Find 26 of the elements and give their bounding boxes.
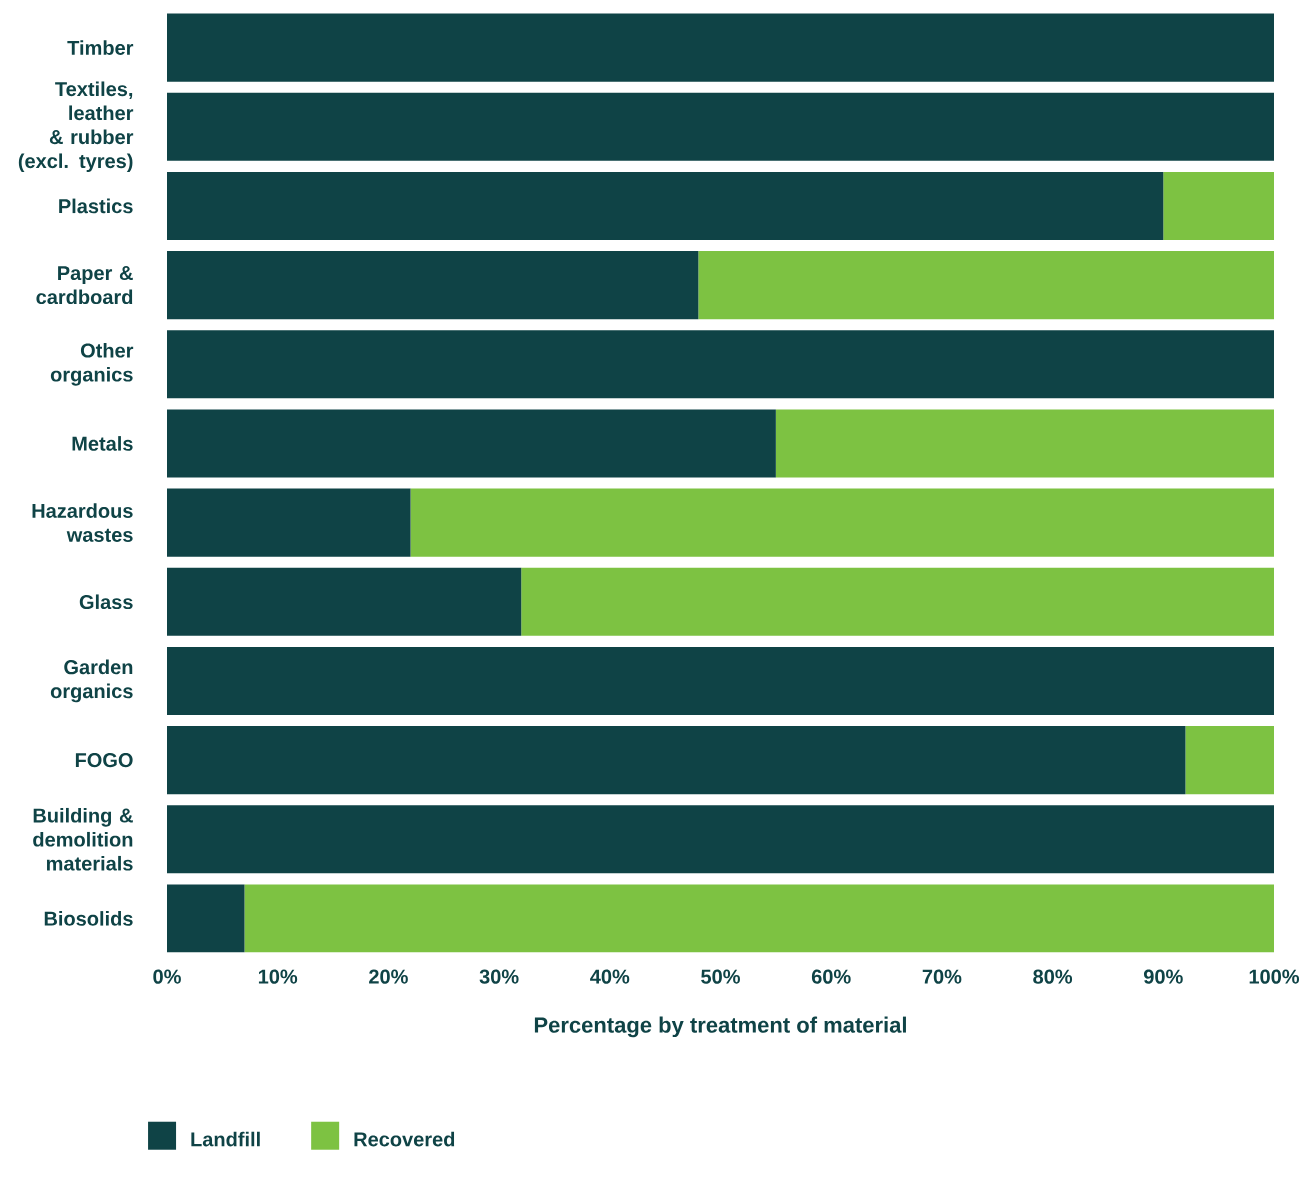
y-tick-label: Garden organics (50, 659, 133, 703)
y-tick-label: Metals (72, 436, 133, 451)
x-tick-label: 40% (590, 969, 630, 984)
legend-label: Landfill (191, 1131, 260, 1147)
y-tick-label: Biosolids (44, 911, 133, 926)
x-tick-label: 30% (479, 969, 519, 984)
x-tick-label: 60% (811, 969, 851, 984)
x-tick-label: 50% (701, 969, 740, 984)
x-axis-title: Percentage by treatment of material (534, 1016, 906, 1038)
x-tick-label: 100% (1249, 969, 1300, 984)
legend-label: Recovered (354, 1131, 455, 1147)
x-tick-label: 10% (258, 969, 298, 984)
y-tick-label: Plastics (59, 198, 133, 214)
y-tick-label: Paper & cardboard (36, 266, 133, 305)
y-tick-label: Glass (79, 594, 133, 610)
x-tick-label: 90% (1143, 969, 1183, 984)
x-tick-label: 70% (922, 969, 962, 984)
x-tick-label: 0% (153, 969, 181, 984)
x-tick-label: 20% (369, 969, 408, 984)
y-tick-label: Other organics (50, 342, 134, 386)
x-tick-label: 80% (1033, 969, 1073, 984)
y-tick-label: Building & demolition materials (33, 807, 133, 871)
y-tick-label: FOGO (75, 753, 133, 768)
y-tick-label: Textiles, leather & rubber (excl. tyres) (18, 81, 134, 173)
y-tick-label: Timber (67, 40, 134, 55)
y-tick-label: Hazardous wastes (32, 503, 133, 542)
